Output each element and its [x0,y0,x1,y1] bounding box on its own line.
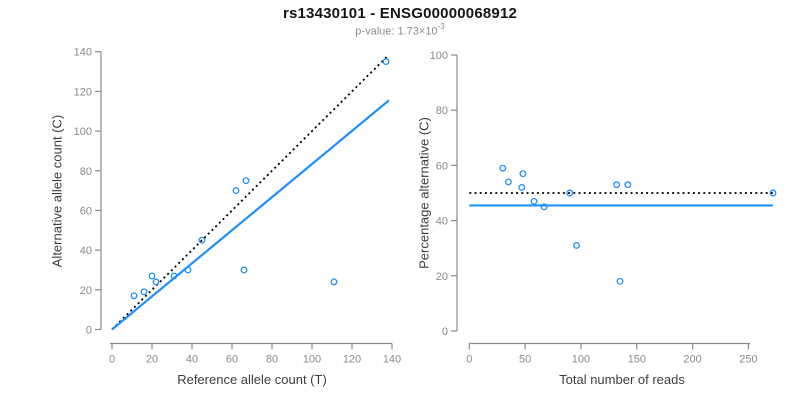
data-point [242,177,250,185]
data-point [148,272,156,280]
x-tick-label: 80 [266,354,278,366]
x-tick-label: 100 [572,354,590,366]
data-point [198,236,206,244]
identity-line [111,56,388,331]
data-point [152,278,160,286]
y-tick-label: 60 [436,160,448,172]
data-point [530,197,538,205]
x-tick-label: 200 [683,354,701,366]
y-tick-label: 140 [74,47,92,59]
data-point [130,292,138,300]
data-point [769,189,777,197]
y-tick-label: 120 [74,86,92,98]
data-point [518,184,526,191]
percentage-vs-reads-scatter: 0 20 40 60 80 100 0 50 100 150 200 250 [430,50,777,366]
data-point [330,278,338,286]
y-tick-label: 100 [430,50,448,62]
y-tick-label: 80 [80,166,92,178]
regression-line [111,99,390,331]
y-tick-label: 40 [436,216,448,228]
figure-title: rs13430101 - ENSG00000068912 [282,5,518,22]
data-point [573,241,580,249]
y-tick-label: 60 [80,205,92,217]
x-tick-label: 120 [343,354,361,366]
x-tick-label: 150 [628,354,646,366]
y-tick-label: 100 [74,126,92,138]
allele-count-scatter: 0 20 40 60 80 100 120 140 0 20 40 60 80 100 120 140 [74,47,402,366]
y-tick-label: 0 [86,325,92,337]
y-tick-label: 40 [80,245,92,257]
p-value-exponent: -3 [437,22,445,31]
data-point [382,58,390,66]
data-point [566,189,574,197]
x-tick-label: 250 [739,354,757,366]
data-point [540,203,548,211]
left-plot-ylabel: Alternative allele count (C) [49,114,65,268]
data-point [499,164,507,172]
y-tick-label: 20 [80,285,92,297]
data-point [504,178,512,186]
data-point [232,187,240,195]
data-point [170,272,178,280]
x-tick-label: 20 [146,354,158,366]
data-point [616,277,624,285]
x-tick-label: 0 [466,354,472,366]
x-tick-label: 40 [186,354,198,366]
x-tick-label: 60 [226,354,238,366]
right-plot-xlabel: Total number of reads [559,372,685,387]
y-tick-label: 20 [436,271,448,283]
left-plot-xlabel: Reference allele count (T) [177,372,327,387]
data-point [184,266,192,274]
data-point [140,288,148,296]
p-value-subtitle: p-value: 1.73×10-3 [0,22,800,38]
y-tick-label: 80 [436,105,448,117]
x-tick-label: 140 [383,354,401,366]
x-tick-label: 0 [109,354,115,366]
data-point [519,170,527,178]
x-tick-label: 50 [519,354,531,366]
data-point [240,266,248,274]
y-tick-label: 0 [442,326,448,338]
x-tick-label: 100 [303,354,321,366]
data-point [624,181,632,189]
right-plot-ylabel: Percentage alternative (C) [416,117,432,269]
data-point [613,181,621,189]
p-value-text: p-value: 1.73×10 [355,25,438,38]
